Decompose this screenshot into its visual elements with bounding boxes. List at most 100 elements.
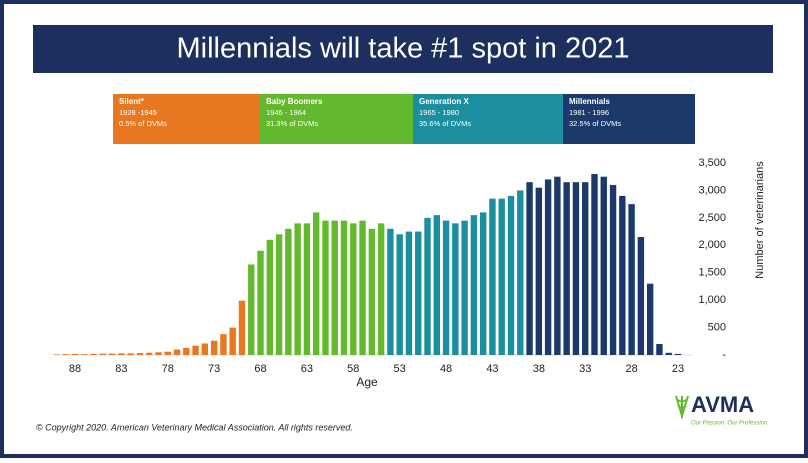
- bar: [164, 351, 171, 355]
- bar: [322, 220, 329, 355]
- bar: [90, 353, 97, 355]
- bar: [619, 195, 626, 355]
- legend-years: 1981 - 1996: [569, 108, 609, 117]
- bar: [275, 234, 283, 355]
- bar: [535, 187, 543, 355]
- legend-box: [413, 94, 563, 144]
- bar: [507, 195, 515, 355]
- bar: [229, 327, 236, 355]
- chart-title: Millennials will take #1 spot in 2021: [177, 33, 630, 65]
- legend-box: [563, 94, 695, 144]
- bar: [62, 354, 69, 355]
- x-tick-label: 33: [579, 363, 591, 375]
- x-axis-title: Age: [356, 375, 378, 389]
- x-tick-label: 78: [162, 363, 174, 375]
- bar: [600, 176, 607, 355]
- logo-icon: [675, 395, 689, 420]
- x-tick-label: 88: [69, 363, 81, 375]
- y-tick-label: 2,000: [698, 239, 726, 251]
- bar: [461, 220, 468, 355]
- legend-years: 1965 - 1980: [419, 108, 459, 117]
- legend-name: Generation X: [419, 97, 469, 106]
- bar: [415, 231, 422, 355]
- bar: [340, 220, 348, 355]
- y-tick-label: 1,000: [698, 294, 726, 306]
- bar: [674, 353, 682, 355]
- x-tick-label: 23: [672, 363, 684, 375]
- bar: [257, 250, 264, 355]
- x-tick-label: 43: [486, 363, 498, 375]
- bar: [183, 347, 190, 355]
- x-tick-label: 28: [625, 363, 637, 375]
- legend-share: 0.5% of DVMs: [119, 119, 167, 128]
- bar: [396, 234, 403, 355]
- bar: [359, 220, 366, 355]
- bar: [452, 223, 459, 355]
- bar: [424, 217, 431, 355]
- x-tick-label: 38: [533, 363, 545, 375]
- y-tick-label: 3,000: [698, 184, 726, 196]
- bar: [442, 220, 450, 355]
- bar: [350, 223, 357, 355]
- x-tick-label: 73: [208, 363, 220, 375]
- bar: [238, 300, 246, 355]
- bar: [266, 239, 274, 355]
- bar: [591, 173, 598, 355]
- bar: [646, 283, 654, 355]
- legend-years: 1928 -1945: [119, 108, 157, 117]
- bar: [248, 264, 255, 355]
- legend-share: 35.6% of DVMs: [419, 119, 471, 128]
- bar: [294, 223, 301, 355]
- bar: [81, 354, 88, 355]
- bar: [71, 353, 79, 355]
- y-tick-label: -: [722, 349, 726, 361]
- bar: [498, 198, 505, 355]
- bar: [173, 349, 181, 355]
- y-tick-label: 3,500: [698, 157, 726, 169]
- bar: [405, 231, 413, 355]
- x-tick-label: 53: [394, 363, 406, 375]
- bar: [53, 354, 60, 355]
- bar: [377, 223, 385, 355]
- y-axis-title: Number of veterinarians: [754, 161, 766, 279]
- bar: [201, 343, 209, 355]
- bar: [368, 228, 376, 355]
- bar: [433, 215, 440, 355]
- bar: [331, 220, 338, 355]
- bar: [628, 204, 635, 355]
- bar: [303, 223, 311, 355]
- bar: [665, 352, 672, 355]
- x-tick-label: 68: [254, 363, 266, 375]
- y-tick-label: 2,500: [698, 212, 726, 224]
- bar: [572, 182, 580, 355]
- background: [4, 4, 804, 454]
- copyright: © Copyright 2020. American Veterinary Me…: [36, 422, 353, 432]
- legend-name: Baby Boomers: [266, 97, 323, 106]
- bar: [136, 353, 144, 355]
- bar: [220, 334, 227, 355]
- bar: [108, 353, 116, 355]
- bar: [479, 212, 487, 355]
- bar: [489, 198, 496, 355]
- bar: [470, 215, 478, 355]
- bar: [387, 228, 394, 355]
- y-tick-label: 500: [708, 321, 726, 333]
- legend-share: 31.3% of DVMs: [266, 119, 318, 128]
- legend-name: Millennials: [569, 97, 610, 106]
- logo-name: AVMA: [691, 392, 754, 417]
- bar: [544, 179, 552, 355]
- bar: [118, 353, 125, 355]
- bar: [526, 182, 533, 355]
- bar: [312, 212, 320, 355]
- y-tick-label: 1,500: [698, 267, 726, 279]
- bar: [656, 344, 663, 355]
- logo-tagline: Our Passion. Our Profession.: [691, 421, 769, 427]
- bar: [210, 340, 218, 355]
- legend-box: [260, 94, 413, 144]
- legend-box: [113, 94, 260, 144]
- bar: [99, 353, 107, 355]
- bar: [155, 352, 162, 355]
- bar: [127, 353, 134, 355]
- x-tick-label: 58: [347, 363, 359, 375]
- legend-years: 1946 - 1964: [266, 108, 306, 117]
